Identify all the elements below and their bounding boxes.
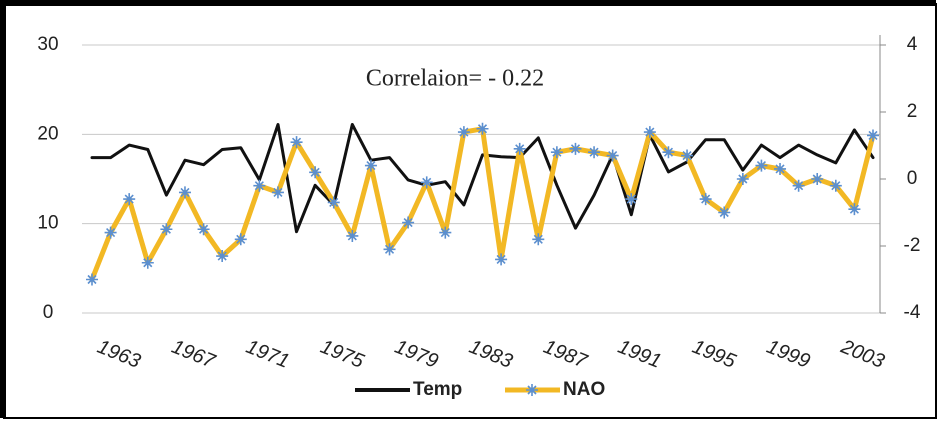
marker: [271, 186, 284, 199]
marker: [457, 126, 470, 139]
series-line: [90, 123, 875, 234]
y2-tick-label: -2: [904, 235, 921, 256]
y-tick-label: 0: [43, 302, 54, 323]
marker: [420, 176, 433, 189]
marker: [513, 142, 526, 155]
marker: [718, 206, 731, 219]
marker: [569, 142, 582, 155]
marker: [495, 253, 508, 266]
frame: [3, 3, 937, 419]
marker: [253, 179, 266, 192]
marker: [829, 179, 842, 192]
legend-marker: [526, 384, 538, 396]
marker: [643, 126, 656, 139]
marker: [774, 162, 787, 175]
marker: [476, 122, 489, 135]
marker: [625, 193, 638, 206]
y-tick-label: 20: [37, 123, 58, 144]
y2-tick-label: 0: [907, 168, 918, 189]
marker: [588, 146, 601, 159]
marker: [402, 216, 415, 229]
marker: [364, 159, 377, 172]
marker: [550, 146, 563, 159]
marker: [848, 203, 861, 216]
legend-label: Temp: [413, 379, 462, 400]
marker: [141, 256, 154, 269]
marker: [606, 149, 619, 162]
marker: [811, 173, 824, 185]
marker: [104, 226, 117, 239]
marker: [197, 223, 210, 236]
marker: [699, 193, 712, 206]
annotation: Correlaion= - 0.22: [366, 66, 544, 92]
legend-label: NAO: [563, 379, 605, 400]
marker: [309, 166, 322, 179]
marker: [867, 129, 879, 142]
marker: [123, 193, 136, 206]
y2-tick-label: 2: [907, 101, 918, 122]
y-tick-label: 30: [37, 34, 58, 55]
marker: [532, 233, 545, 246]
marker: [792, 179, 805, 192]
marker: [290, 136, 303, 149]
y2-tick-label: -4: [904, 302, 921, 323]
marker: [234, 233, 247, 246]
marker: [178, 186, 191, 199]
marker: [327, 196, 340, 209]
marker: [662, 146, 675, 159]
marker: [439, 226, 452, 239]
y-tick-label: 10: [37, 213, 58, 234]
marker: [86, 273, 98, 286]
marker: [346, 229, 359, 242]
marker: [736, 173, 749, 185]
y2-tick-label: 4: [907, 34, 918, 55]
marker: [681, 149, 694, 162]
marker: [216, 250, 229, 263]
marker: [160, 223, 173, 236]
marker: [383, 243, 396, 256]
marker: [755, 159, 768, 172]
